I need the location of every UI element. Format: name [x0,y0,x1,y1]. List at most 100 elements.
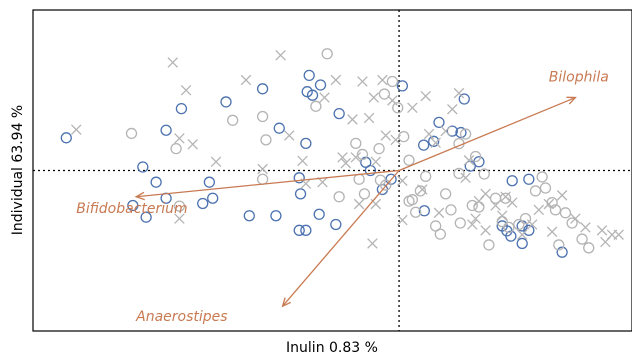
data-points [60,48,624,258]
data-point-x-gray [613,229,624,240]
data-point-circle-blue [396,80,409,92]
data-point-x-gray [533,204,545,216]
data-point-circle-blue [314,79,327,91]
data-point-circle-blue [306,89,319,101]
data-point-x-gray [480,188,491,200]
vector-bifidobacterium [136,169,400,198]
data-point-circle-blue [505,230,517,242]
data-point-x-gray [350,152,362,163]
data-point-circle-blue [60,132,72,144]
data-point-circle-gray [459,128,472,140]
data-point-circle-gray [173,200,186,212]
data-point-circle-blue [313,208,325,220]
data-point-x-gray [397,214,408,226]
x-axis-label: Inulin 0.83 % [286,340,378,354]
data-point-x-gray [297,155,308,167]
data-point-x-gray [180,84,192,96]
data-point-x-gray [368,92,380,103]
data-point-x-gray [556,190,568,201]
data-point-circle-blue [330,218,342,231]
data-point-circle-gray [378,88,391,100]
data-point-x-gray [496,210,508,221]
data-point-circle-blue [516,237,528,250]
data-point-x-gray [187,138,198,150]
data-point-x-gray [463,155,475,166]
data-point-x-gray [210,156,222,168]
data-point-x-gray [319,92,330,103]
data-point-x-gray [370,156,382,168]
data-point-circle-gray [350,137,362,150]
data-point-circle-gray [513,218,525,231]
data-point-circle-blue [294,188,307,200]
data-point-circle-blue [455,126,467,139]
data-point-x-gray [174,133,185,144]
arrowhead-anaerostipes [281,297,291,308]
data-point-x-gray [460,172,471,184]
data-point-circle-blue [243,210,255,222]
data-point-circle-blue [418,139,430,151]
data-point-circle-blue [140,211,152,223]
loading-vectors [134,96,577,308]
data-point-circle-gray [420,170,432,182]
data-point-x-gray [490,200,501,211]
data-point-x-gray [377,74,388,86]
data-point-circle-gray [559,207,572,219]
data-point-circle-blue [293,172,305,184]
data-point-x-gray [283,130,295,141]
data-point-circle-gray [333,191,345,203]
data-point-circle-gray [529,185,542,197]
data-point-circle-blue [293,224,305,236]
data-point-circle-gray [434,228,446,240]
data-point-x-gray [420,90,431,102]
data-point-circle-gray [386,75,399,88]
data-point-x-gray [367,238,378,249]
data-point-circle-blue [523,224,535,236]
data-point-x-gray [357,76,368,87]
data-point-x-gray [440,125,451,137]
data-point-circle-blue [220,96,232,108]
vector-labels: Bilophila Bifidobacterium Anaerostipes [76,69,609,324]
vector-bilophila [398,96,576,172]
data-point-circle-gray [414,185,427,197]
vector-label-anaerostipes: Anaerostipes [135,309,227,325]
data-point-circle-gray [454,217,466,229]
data-point-x-gray [257,163,268,175]
reference-lines [33,10,632,331]
data-point-circle-blue [207,192,219,204]
data-point-x-gray [423,128,435,140]
data-point-x-gray [407,102,418,114]
data-point-circle-blue [273,122,285,134]
data-point-circle-blue [175,102,188,115]
data-point-circle-gray [310,100,322,112]
data-point-circle-blue [150,176,162,188]
data-point-circle-blue [458,93,470,105]
data-point-x-gray [467,219,478,230]
data-point-circle-blue [160,124,172,136]
data-point-x-gray [417,184,428,195]
data-point-circle-gray [536,171,548,183]
data-point-x-gray [71,124,82,135]
data-point-x-gray [433,207,445,219]
data-point-x-gray [580,222,591,233]
data-point-circle-blue [433,116,445,128]
data-point-x-gray [363,112,375,124]
data-point-circle-gray [453,167,465,180]
data-point-x-gray [470,213,481,224]
data-point-circle-gray [356,148,369,161]
data-point-x-gray [340,157,352,169]
data-point-circle-gray [410,206,422,218]
data-point-x-gray [453,87,465,99]
data-point-circle-gray [566,217,578,229]
data-point-x-gray [447,103,458,115]
data-point-circle-blue [556,246,568,258]
data-point-x-gray [275,49,286,61]
vector-label-bifidobacterium: Bifidobacterium [76,201,187,217]
data-point-x-gray [387,95,398,106]
data-point-circle-gray [478,168,490,180]
data-point-x-gray [543,198,555,210]
data-point-x-gray [380,130,392,141]
data-point-circle-blue [203,176,216,188]
data-point-x-gray [546,226,558,238]
data-point-circle-gray [583,242,595,254]
